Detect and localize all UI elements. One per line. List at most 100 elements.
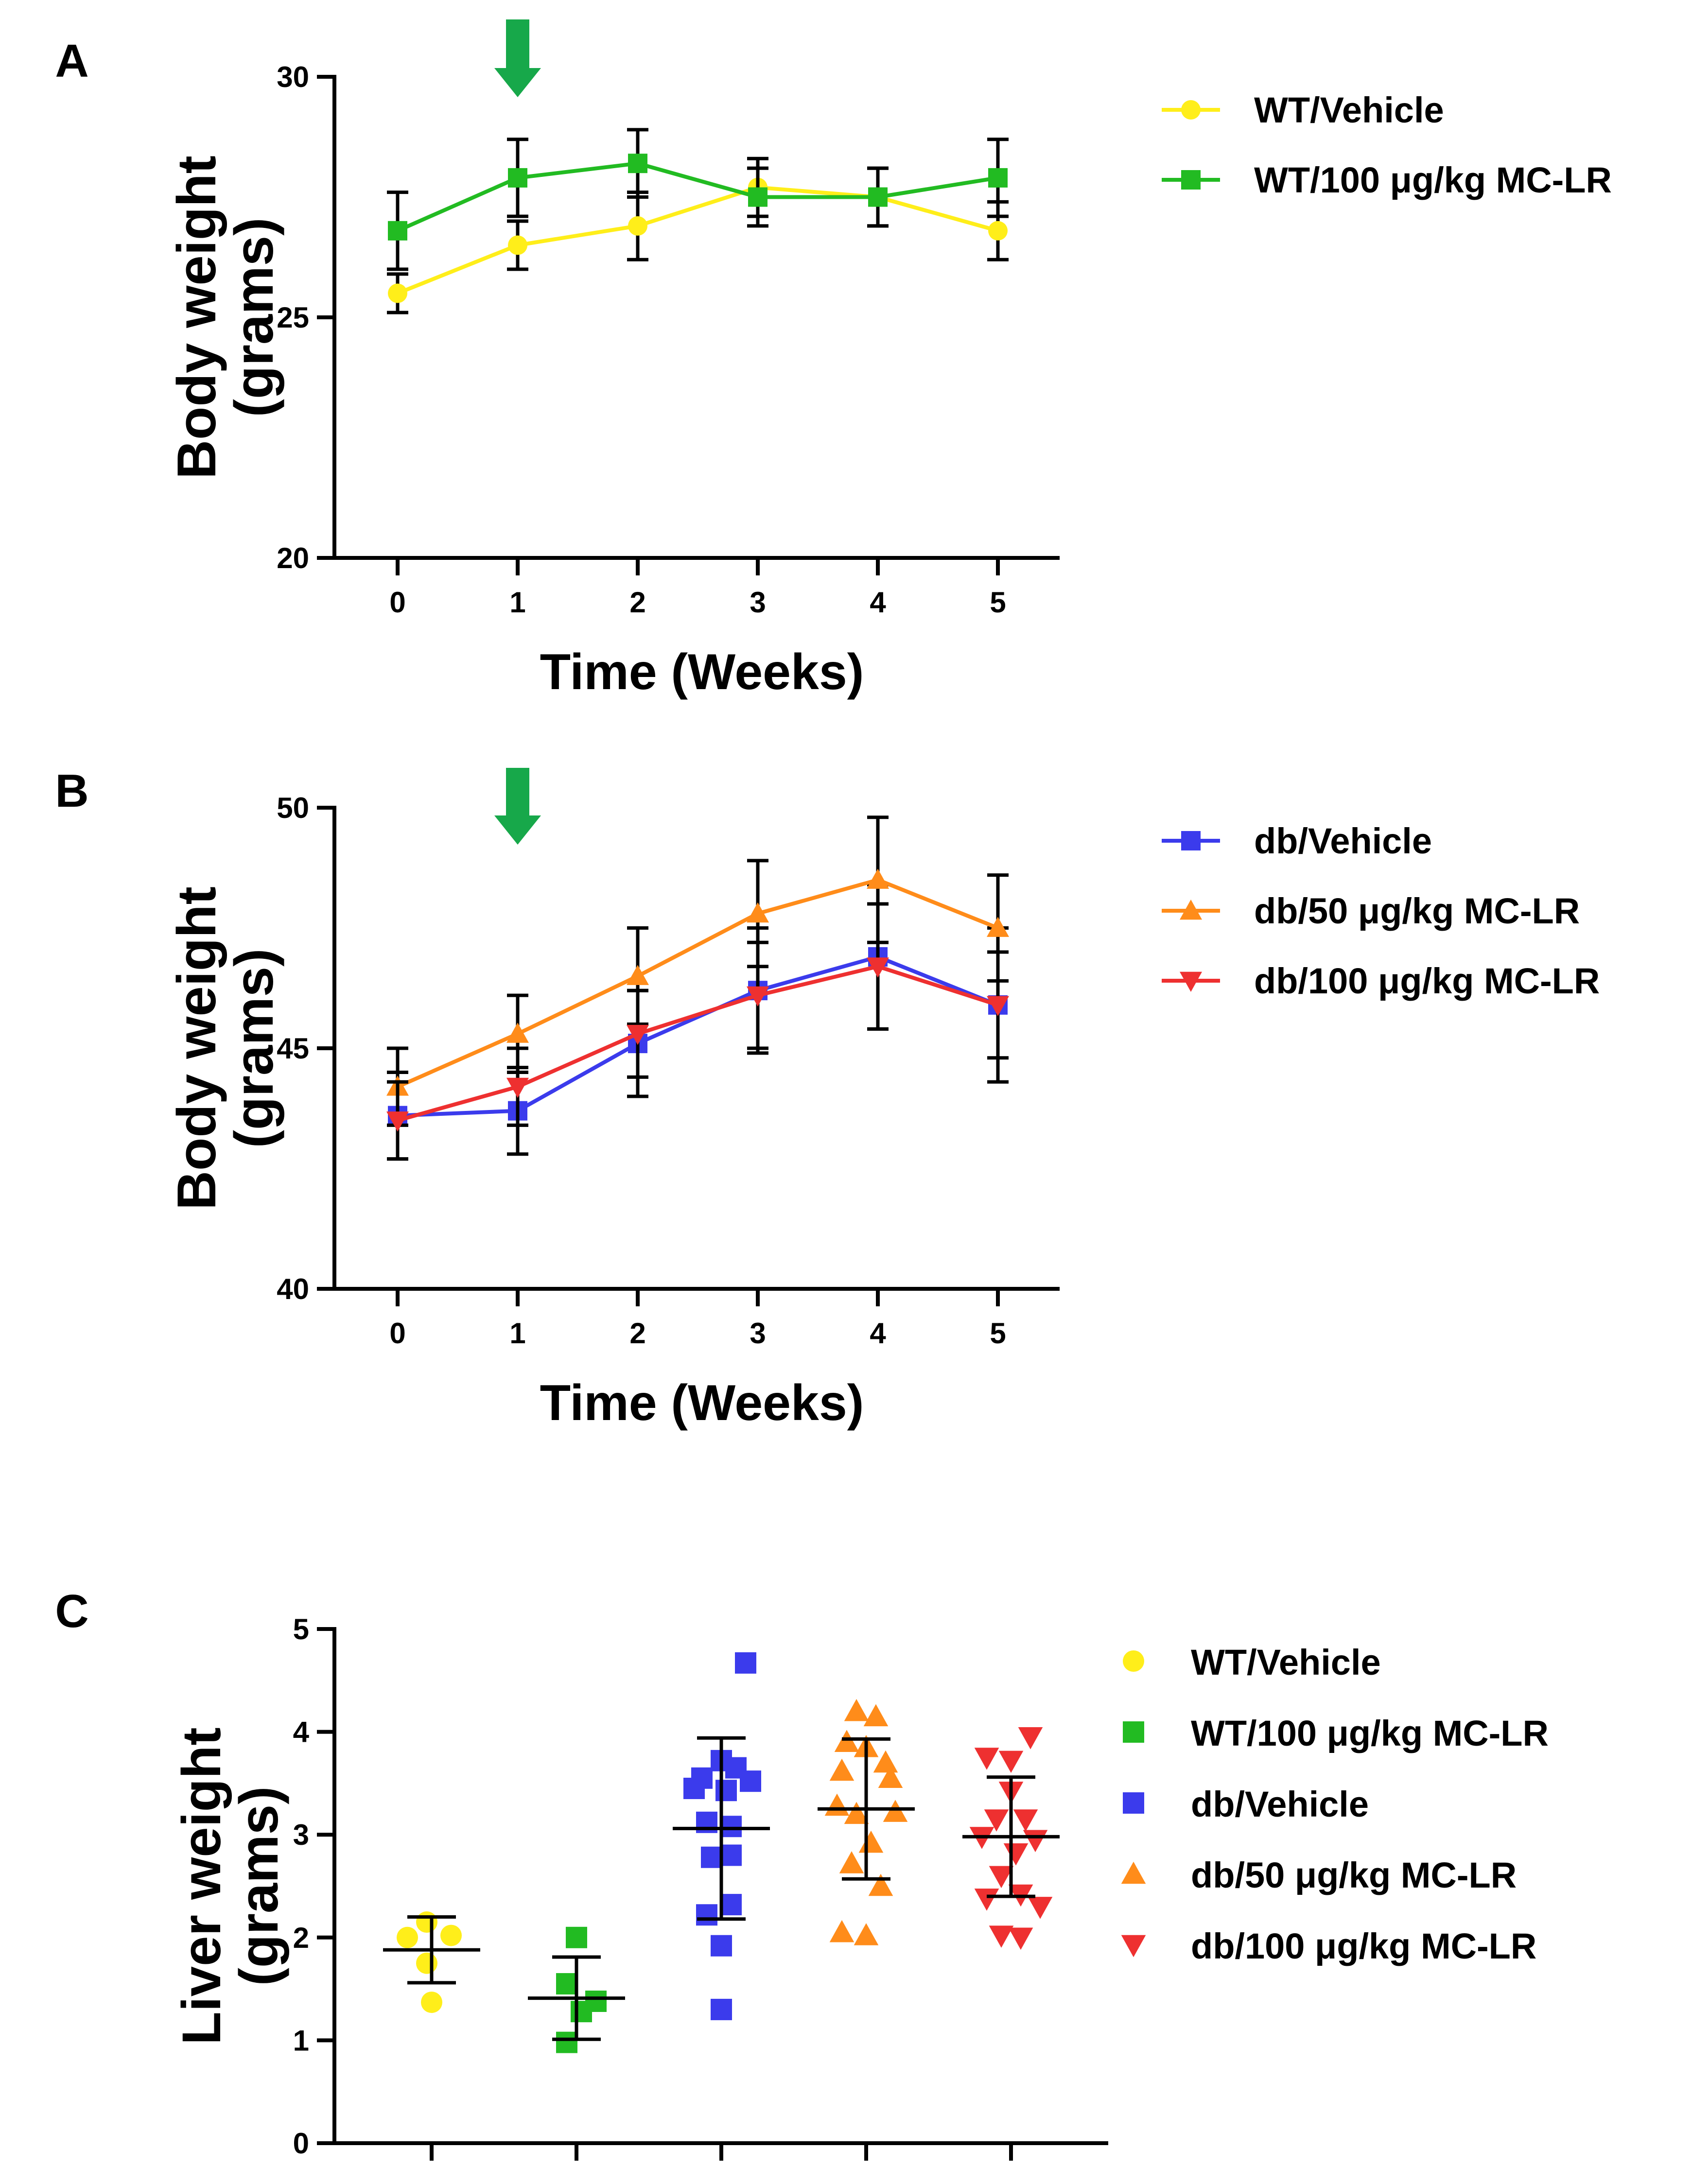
y-tick-label: 25: [277, 301, 309, 334]
panel-label: A: [55, 35, 88, 87]
legend-label: db/50 μg/kg MC-LR: [1191, 1855, 1517, 1895]
data-point: [556, 2031, 577, 2053]
data-point: [506, 1077, 529, 1098]
legend-marker: [1121, 1935, 1146, 1958]
x-tick-label: 3: [750, 1317, 766, 1350]
data-point: [388, 221, 407, 241]
y-tick-label: 20: [277, 542, 309, 574]
x-axis-title: Time (Weeks): [540, 644, 864, 700]
data-point: [711, 1935, 732, 1957]
legend-entry: db/Vehicle: [1123, 1784, 1369, 1824]
series-db/Vehicle: [387, 883, 1009, 1161]
data-point: [628, 216, 647, 236]
y-tick-label: 5: [293, 1613, 309, 1646]
y-tick-label: 2: [293, 1922, 309, 1954]
legend-entry: db/Vehicle: [1162, 821, 1432, 861]
legend-label: db/Vehicle: [1254, 821, 1432, 861]
data-point: [998, 1751, 1024, 1773]
data-point: [416, 1952, 437, 1974]
legend-entry: db/50 μg/kg MC-LR: [1162, 891, 1580, 931]
data-point: [1003, 1843, 1029, 1866]
data-point: [987, 996, 1009, 1016]
data-point: [974, 1748, 999, 1770]
data-point: [747, 986, 769, 1007]
data-point: [566, 1926, 587, 1948]
data-point: [854, 1923, 879, 1945]
series-WT/100 μg/kg MC-LR: [387, 128, 1009, 271]
group-db/50 μg/kg MC-LR: [818, 1699, 915, 1945]
x-tick-label: 0: [389, 1317, 405, 1350]
group-WT/Vehicle: [383, 1911, 480, 2013]
y-tick-label: 30: [277, 61, 309, 93]
y-axis-title-line: Body weight: [166, 886, 227, 1210]
legend-label: WT/100 μg/kg MC-LR: [1191, 1713, 1549, 1753]
y-tick-label: 45: [277, 1032, 309, 1065]
x-tick-label: 1: [509, 586, 525, 619]
data-point: [868, 1873, 893, 1896]
data-point: [740, 1770, 761, 1792]
x-tick-label: 5: [990, 1317, 1006, 1350]
panel-label: B: [55, 765, 88, 817]
data-point: [984, 1809, 1009, 1832]
data-point: [988, 221, 1008, 241]
y-axis-title-line: Liver weight: [171, 1727, 232, 2045]
data-point: [416, 1911, 437, 1933]
data-point: [844, 1802, 869, 1824]
legend-entry: db/50 μg/kg MC-LR: [1121, 1855, 1517, 1895]
data-point: [868, 187, 888, 207]
chart-panel-A: A 20 25 30 0 1 2 3 4 5 Time (Weeks) Body weight(gra…: [55, 19, 1612, 700]
x-tick-label: 2: [629, 586, 645, 619]
series-line: [397, 954, 999, 1118]
legend-label: WT/Vehicle: [1191, 1642, 1381, 1682]
y-axis-title-line: (grams): [228, 1786, 289, 1986]
data-point: [989, 1866, 1014, 1889]
legend-label: db/100 μg/kg MC-LR: [1254, 961, 1600, 1001]
data-point: [1013, 1809, 1038, 1832]
legend-label: db/100 μg/kg MC-LR: [1191, 1926, 1536, 1966]
y-axis-title: Body weight(grams): [166, 886, 284, 1210]
data-point: [421, 1992, 442, 2013]
y-tick-label: 3: [293, 1819, 309, 1851]
series-db/100 μg/kg MC-LR: [386, 902, 1009, 1161]
data-point: [440, 1924, 462, 1946]
data-point: [627, 1024, 649, 1045]
data-point: [571, 2001, 592, 2023]
data-point: [720, 1816, 742, 1837]
data-point: [397, 1926, 418, 1948]
series-line: [397, 964, 999, 1123]
y-tick-label: 4: [293, 1716, 310, 1749]
data-point: [556, 1973, 577, 1995]
data-point: [844, 1699, 869, 1721]
group-WT/100 μg/kg MC-LR: [528, 1926, 625, 2053]
legend-entry: db/100 μg/kg MC-LR: [1162, 961, 1600, 1001]
data-point: [715, 1780, 737, 1802]
data-point: [867, 868, 889, 889]
data-point: [834, 1730, 859, 1752]
data-point: [720, 1894, 742, 1916]
x-tick-label: 3: [750, 586, 766, 619]
data-point: [1023, 1830, 1048, 1853]
panel-label: C: [55, 1585, 88, 1637]
data-point: [627, 965, 649, 985]
data-point: [696, 1904, 717, 1926]
data-point: [683, 1777, 705, 1799]
data-point: [1008, 1927, 1033, 1950]
data-point: [988, 168, 1008, 188]
data-point: [735, 1652, 756, 1674]
data-point: [863, 1704, 889, 1727]
data-point: [878, 1766, 903, 1788]
data-point: [858, 1830, 884, 1853]
x-tick-label: 0: [389, 586, 405, 619]
legend-entry: WT/100 μg/kg MC-LR: [1162, 160, 1612, 200]
x-tick-label: 2: [629, 1317, 645, 1350]
legend-marker: [1181, 831, 1201, 850]
treatment-arrow-icon: [494, 19, 541, 97]
y-axis-title-line: (grams): [224, 949, 284, 1148]
data-point: [628, 154, 647, 173]
group-db/Vehicle: [673, 1652, 770, 2020]
legend-label: WT/100 μg/kg MC-LR: [1254, 160, 1612, 200]
y-axis-title: Liver weight(grams): [171, 1727, 289, 2045]
legend-marker: [1180, 971, 1202, 992]
data-point: [873, 1750, 898, 1773]
